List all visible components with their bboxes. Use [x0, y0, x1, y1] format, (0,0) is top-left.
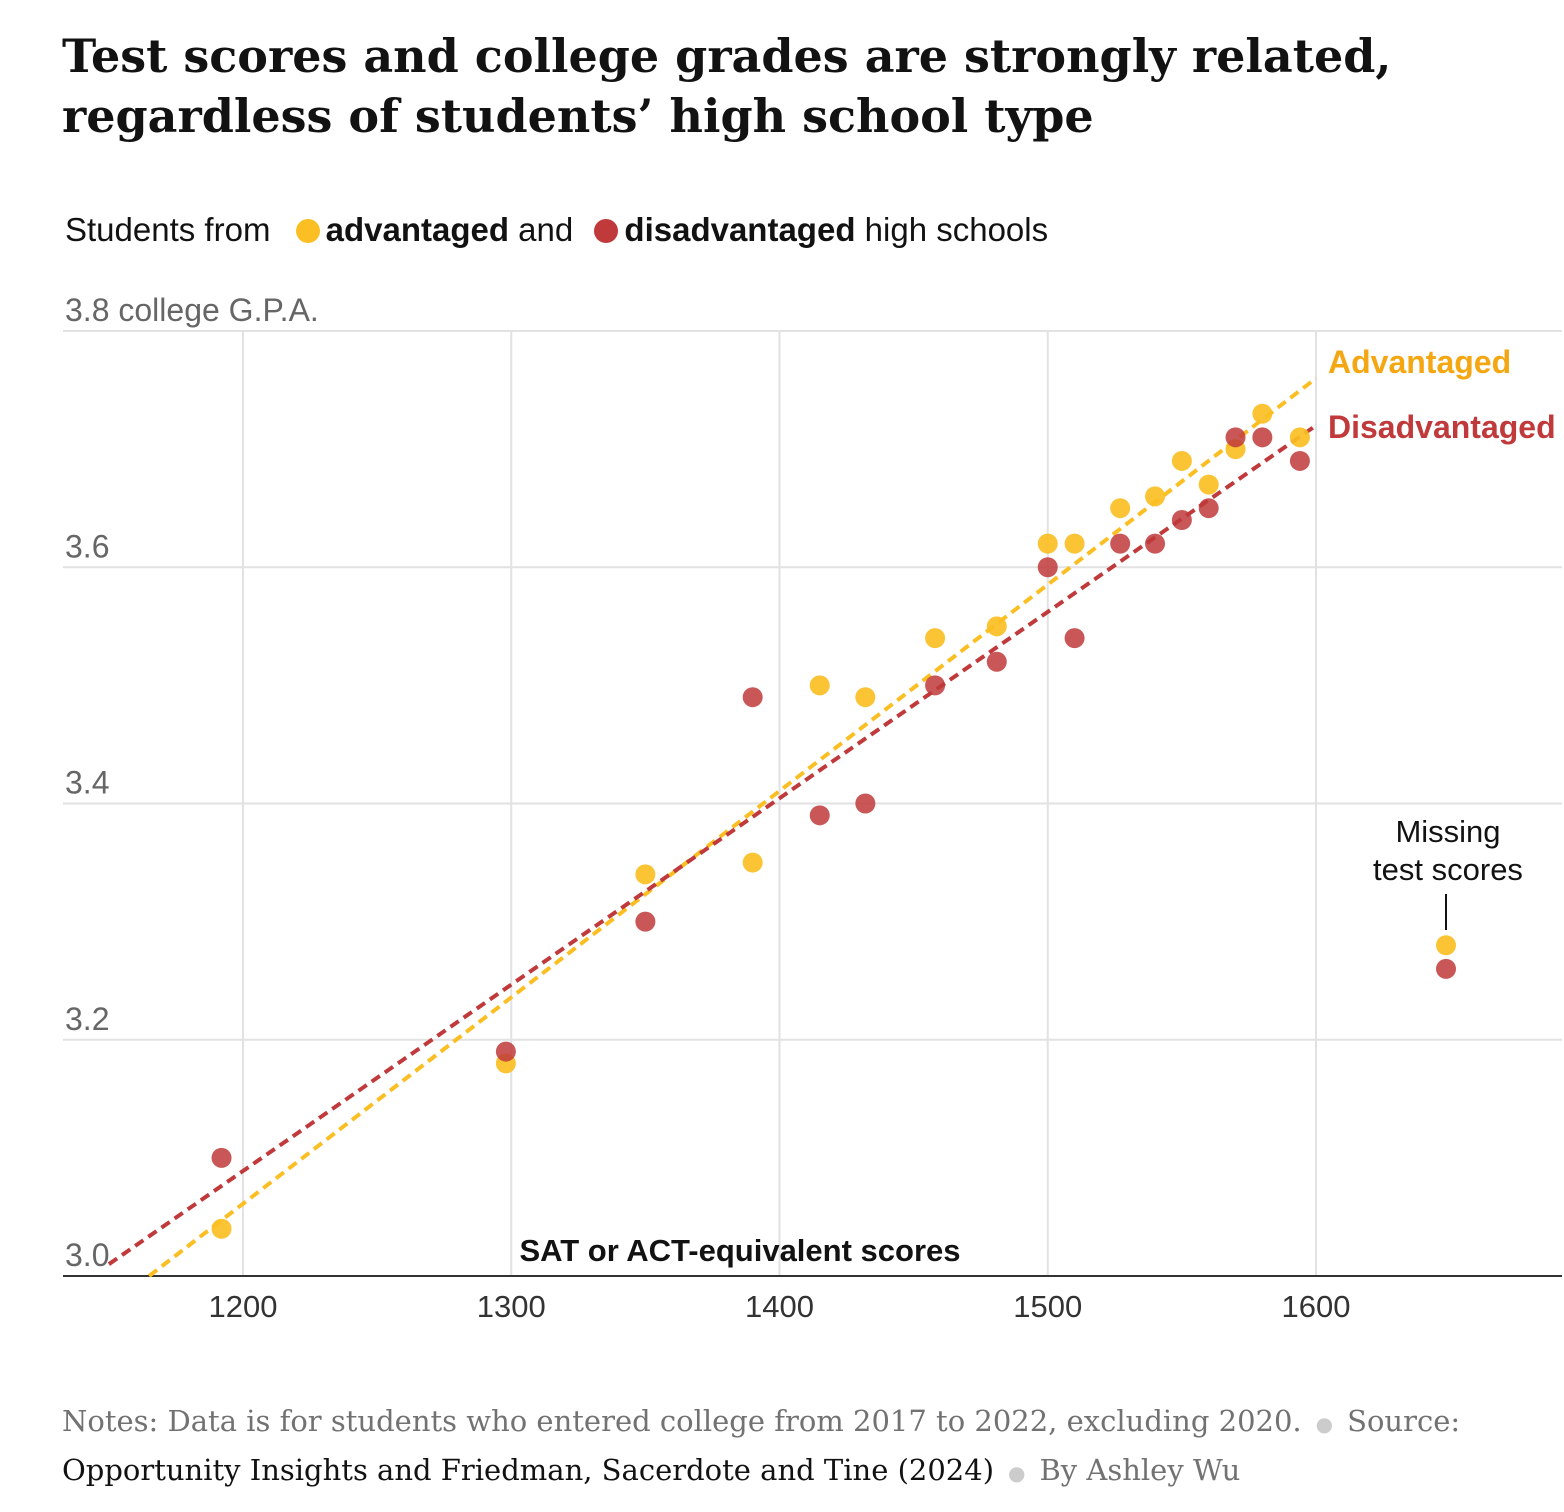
disadvantaged-point	[1198, 498, 1219, 519]
disadvantaged-point	[925, 675, 946, 696]
notes-text: Notes: Data is for students who entered …	[62, 1404, 1302, 1438]
advantaged-point	[1037, 533, 1058, 554]
legend-disadvantaged: disadvantaged	[624, 211, 856, 248]
disadvantaged-point	[1064, 628, 1085, 649]
advantaged-point	[1064, 533, 1085, 554]
disadvantaged-point	[1171, 510, 1192, 530]
disadvantaged-point	[1037, 557, 1058, 578]
advantaged-point	[635, 864, 656, 885]
legend-and: and	[518, 211, 574, 248]
disadvantaged-point	[211, 1147, 232, 1168]
advantaged-point	[986, 616, 1007, 637]
x-tick-label: 1600	[1282, 1289, 1351, 1324]
x-tick-label: 1200	[209, 1289, 278, 1324]
advantaged-trend-line	[147, 376, 1318, 1278]
x-tick-label: 1400	[745, 1289, 814, 1324]
y-tick-label: 3.8 college G.P.A.	[65, 292, 319, 328]
missing-advantaged-point	[1436, 935, 1456, 956]
data-points	[211, 403, 1456, 1239]
disadvantaged-point	[1252, 427, 1273, 448]
x-tick-label: 1300	[477, 1289, 546, 1324]
disadvantaged-point	[986, 651, 1007, 672]
missing-label-line1: Missing	[1395, 814, 1500, 849]
x-tick-label: 1500	[1013, 1289, 1082, 1324]
advantaged-point	[211, 1218, 232, 1239]
trend-lines	[107, 376, 1318, 1278]
disadvantaged-point	[635, 911, 656, 932]
disadvantaged-point	[1289, 450, 1310, 471]
disadvantaged-point	[742, 687, 763, 708]
source-text: Opportunity Insights and Friedman, Sacer…	[62, 1453, 995, 1487]
source-label: Source:	[1347, 1404, 1461, 1438]
advantaged-point	[925, 628, 946, 649]
separator-dot-icon: ●	[1315, 1412, 1334, 1436]
missing-disadvantaged-point	[1436, 958, 1456, 979]
advantaged-point	[1289, 427, 1310, 448]
y-tick-label: 3.6	[65, 528, 109, 564]
disadvantaged-point	[1110, 533, 1131, 554]
advantaged-point	[1145, 486, 1166, 507]
axis-labels: 3.0 3.2 3.4 3.6 3.8 college G.P.A. 1200 1300 14…	[65, 292, 1556, 1324]
legend-prefix: Students from	[65, 211, 271, 248]
grid	[63, 330, 1562, 1277]
disadvantaged-point	[1145, 533, 1166, 554]
scatter-chart: 3.0 3.2 3.4 3.6 3.8 college G.P.A. 1200 1300 14…	[63, 292, 1562, 1324]
disadvantaged-point	[855, 793, 876, 814]
advantaged-point	[809, 675, 830, 696]
advantaged-point	[1171, 450, 1192, 471]
legend-suffix: high schools	[864, 211, 1049, 248]
legend-advantaged: advantaged	[325, 211, 509, 248]
byline: By Ashley Wu	[1039, 1453, 1241, 1487]
advantaged-dot-icon	[295, 219, 320, 243]
advantaged-point	[855, 687, 876, 708]
missing-label-line2: test scores	[1373, 852, 1523, 887]
notes: Notes: Data is for students who entered …	[62, 1398, 1532, 1496]
legend: Students from advantaged and disadvantag…	[65, 208, 1048, 252]
y-tick-label: 3.4	[65, 765, 109, 801]
disadvantaged-point	[1225, 427, 1246, 448]
advantaged-point	[1198, 474, 1219, 495]
advantaged-point	[1110, 498, 1131, 519]
disadvantaged-line-label: Disadvantaged	[1328, 409, 1556, 445]
advantaged-line-label: Advantaged	[1328, 344, 1511, 380]
y-tick-label: 3.0	[65, 1237, 109, 1273]
y-tick-label: 3.2	[65, 1001, 109, 1037]
advantaged-point	[742, 852, 763, 873]
separator-dot-icon: ●	[1008, 1461, 1026, 1485]
disadvantaged-point	[495, 1041, 516, 1062]
chart-title: Test scores and college grades are stron…	[62, 29, 1392, 143]
disadvantaged-trend-line	[107, 423, 1318, 1266]
disadvantaged-dot-icon	[594, 219, 619, 243]
advantaged-point	[1252, 403, 1273, 424]
x-axis-title: SAT or ACT-equivalent scores	[520, 1233, 961, 1268]
disadvantaged-point	[809, 805, 830, 826]
